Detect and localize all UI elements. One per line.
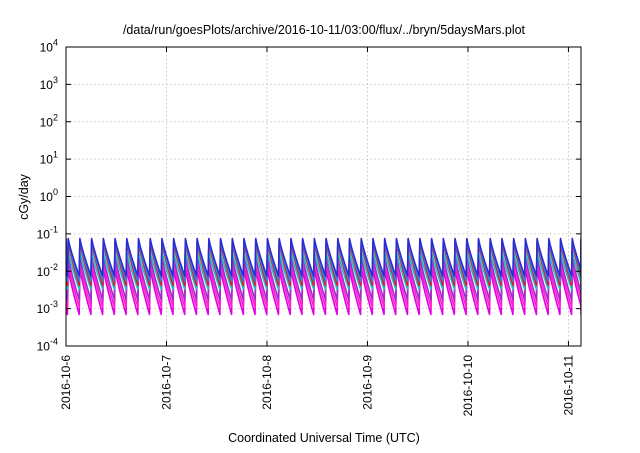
y-tick-label: 100 (40, 187, 58, 204)
x-axis-label: Coordinated Universal Time (UTC) (228, 431, 420, 445)
y-tick-label: 102 (40, 112, 58, 129)
y-tick-label: 10-2 (37, 262, 58, 279)
y-axis: 10-4 10-3 10-2 10-1 100 101 102 103 104 (37, 38, 581, 354)
series-line (66, 250, 581, 291)
series-line (66, 267, 581, 316)
x-axis: 2016-10-6 2016-10-7 2016-10-8 2016-10-9 2016… (59, 47, 575, 416)
y-tick-label: 103 (40, 75, 58, 92)
series-group (66, 237, 581, 316)
y-tick-label: 10-3 (37, 299, 58, 316)
y-tick-label: 10-1 (37, 224, 58, 241)
x-tick-label: 2016-10-8 (260, 355, 274, 410)
series-line (66, 237, 581, 277)
x-tick-label: 2016-10-11 (561, 355, 575, 416)
x-tick-label: 2016-10-9 (360, 355, 374, 410)
y-tick-label: 104 (40, 38, 58, 55)
x-tick-label: 2016-10-7 (159, 355, 173, 410)
series-line (66, 255, 581, 301)
y-axis-label: cGy/day (17, 173, 31, 220)
series-line (66, 260, 581, 308)
x-tick-label: 2016-10-10 (461, 355, 475, 417)
y-tick-label: 10-4 (37, 337, 58, 354)
x-tick-label: 2016-10-6 (59, 355, 73, 410)
chart-title: /data/run/goesPlots/archive/2016-10-11/0… (123, 23, 526, 37)
y-tick-label: 101 (40, 150, 58, 167)
